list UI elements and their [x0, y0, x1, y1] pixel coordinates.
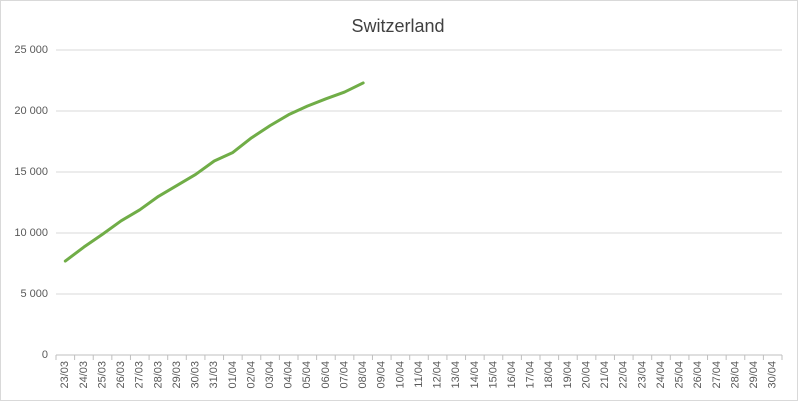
x-tick-label: 31/03 — [208, 361, 220, 389]
y-tick-label: 10 000 — [14, 227, 48, 239]
x-tick-label: 28/03 — [152, 361, 164, 389]
x-tick-label: 03/04 — [264, 361, 276, 389]
x-tick-label: 16/04 — [506, 361, 518, 389]
x-tick-label: 11/04 — [413, 361, 425, 388]
x-tick-label: 14/04 — [469, 361, 481, 389]
x-tick-label: 28/04 — [729, 361, 741, 389]
x-tick-label: 01/04 — [227, 361, 239, 389]
x-tick-label: 30/03 — [190, 361, 202, 389]
x-tick-label: 25/03 — [96, 361, 108, 389]
x-tick-label: 30/04 — [767, 361, 779, 389]
x-tick-label: 26/03 — [115, 361, 127, 389]
x-tick-label: 26/04 — [692, 361, 704, 389]
y-tick-label: 15 000 — [14, 166, 48, 178]
x-tick-label: 29/03 — [171, 361, 183, 389]
x-tick-label: 10/04 — [394, 361, 406, 389]
y-tick-label: 5 000 — [20, 288, 48, 300]
x-tick-label: 02/04 — [245, 361, 257, 389]
x-tick-label: 23/03 — [59, 361, 71, 389]
x-tick-label: 13/04 — [450, 361, 462, 389]
x-tick-label: 27/04 — [711, 361, 723, 389]
line-series — [63, 81, 365, 263]
x-tick-label: 24/04 — [655, 361, 667, 389]
x-tick-label: 22/04 — [618, 361, 630, 389]
x-tick-label: 08/04 — [357, 361, 369, 389]
x-tick-label: 09/04 — [376, 361, 388, 389]
x-tick-label: 12/04 — [432, 361, 444, 389]
x-tick-label: 15/04 — [487, 361, 499, 389]
x-tick-label: 05/04 — [301, 361, 313, 389]
x-tick-label: 04/04 — [283, 361, 295, 389]
chart-title: Switzerland — [351, 16, 444, 36]
y-tick-label: 0 — [42, 349, 48, 361]
x-tick-label: 29/04 — [748, 361, 760, 389]
x-tick-label: 21/04 — [599, 361, 611, 389]
x-tick-label: 20/04 — [580, 361, 592, 389]
x-tick-label: 07/04 — [338, 361, 350, 389]
x-tick-label: 27/03 — [134, 361, 146, 389]
y-tick-label: 25 000 — [14, 44, 48, 56]
x-tick-label: 18/04 — [543, 361, 555, 389]
y-tick-label: 20 000 — [14, 105, 48, 117]
x-tick-label: 25/04 — [674, 361, 686, 389]
x-tick-label: 17/04 — [525, 361, 537, 389]
x-tick-label: 19/04 — [562, 361, 574, 389]
x-tick-label: 24/03 — [78, 361, 90, 389]
x-tick-label: 06/04 — [320, 361, 332, 389]
x-tick-label: 23/04 — [636, 361, 648, 389]
